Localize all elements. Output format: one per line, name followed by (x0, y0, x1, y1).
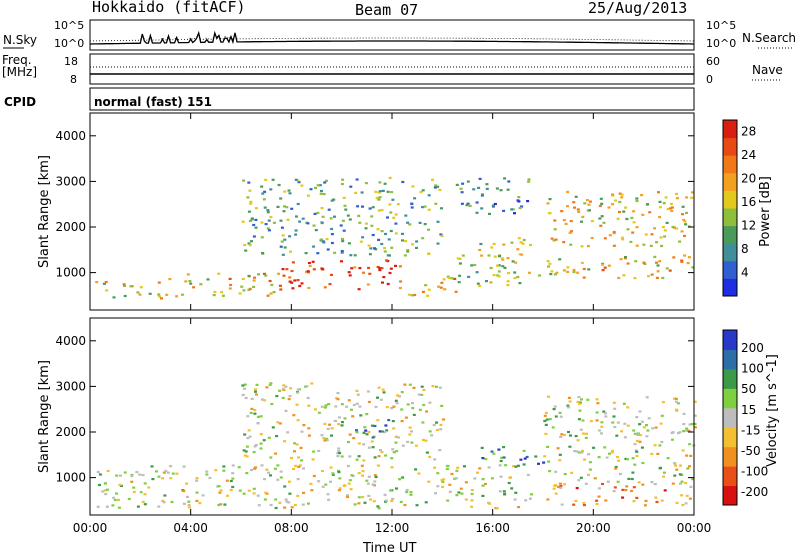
y-tick-label-1-2: 3000 (55, 379, 86, 393)
noise-panel-frame (89, 19, 695, 51)
x-tick-label-5: 20:00 (576, 521, 611, 535)
velocity-colorbar-cell-2 (723, 446, 737, 467)
power-colorbar-tick-0: 4 (741, 266, 749, 280)
y-tick-label-1-3: 4000 (55, 334, 86, 348)
velocity-colorbar-tick-5: -50 (741, 444, 761, 458)
velocity-colorbar-cell-6 (723, 368, 737, 389)
power-colorbar-cell-3 (723, 225, 737, 244)
noise-tick-left-bottom: 10^0 (54, 37, 85, 50)
power-colorbar-cell-8 (723, 137, 737, 156)
y-tick-label-0-1: 2000 (55, 220, 86, 234)
velocity-colorbar-tick-0: 200 (741, 341, 764, 355)
power-colorbar-cell-9 (723, 120, 737, 139)
x-tick-label-6: 00:00 (677, 521, 712, 535)
velocity-panel-frame (89, 317, 695, 516)
noise-tick-right-bottom: 10^0 (706, 37, 737, 50)
freq-tick-top: 18 (64, 55, 78, 68)
velocity-colorbar-tick-1: 100 (741, 362, 764, 376)
freq-tick-bottom: 8 (70, 73, 77, 86)
power-colorbar-cell-0 (723, 278, 737, 297)
nave-label: Nave (752, 63, 783, 77)
x-tick-label-4: 16:00 (475, 521, 510, 535)
freq-unit: [MHz] (2, 65, 38, 79)
y-tick-label-0-2: 3000 (55, 174, 86, 188)
power-colorbar-cell-5 (723, 190, 737, 209)
velocity-colorbar-cell-7 (723, 349, 737, 370)
velocity-colorbar-cell-1 (723, 466, 737, 487)
power-colorbar-frame (722, 119, 738, 297)
velocity-colorbar-tick-7: -200 (741, 485, 768, 499)
nave-tick-top: 60 (706, 55, 720, 68)
y-tick-label-0-0: 1000 (55, 266, 86, 280)
velocity-colorbar-cell-4 (723, 407, 737, 428)
nave-tick-bottom: 0 (706, 73, 713, 86)
beam-title: Beam 07 (355, 1, 419, 19)
date-title: 25/Aug/2013 (588, 0, 688, 17)
velocity-colorbar-tick-2: 50 (741, 382, 756, 396)
y-tick-label-1-1: 2000 (55, 425, 86, 439)
power-colorbar-cell-7 (723, 155, 737, 174)
freq-label: Freq. (2, 53, 32, 67)
velocity-colorbar-frame (722, 329, 738, 506)
velocity-colorbar-cell-0 (723, 485, 737, 506)
power-colorbar-tick-4: 20 (741, 172, 756, 186)
nsky-line (90, 30, 694, 45)
x-tick-label-1: 04:00 (173, 521, 208, 535)
power-colorbar-cell-4 (723, 208, 737, 227)
station-title: Hokkaido (fitACF) (92, 0, 246, 16)
power-colorbar-cell-1 (723, 260, 737, 279)
x-tick-label-2: 08:00 (274, 521, 309, 535)
y-tick-label-1-0: 1000 (55, 471, 86, 485)
cpid-value: normal (fast) 151 (94, 95, 212, 109)
cpid-label: CPID (4, 95, 37, 109)
cpid-panel-frame (89, 87, 695, 111)
power-heatmap-cells (95, 176, 695, 300)
velocity-colorbar-tick-6: -100 (741, 465, 768, 479)
velocity-colorbar-cell-8 (723, 330, 737, 350)
power-colorbar-tick-6: 28 (741, 125, 756, 139)
power-colorbar-tick-1: 8 (741, 242, 749, 256)
power-colorbar-cell-2 (723, 243, 737, 262)
velocity-heatmap-cells (96, 382, 697, 510)
power-colorbar-cell-6 (723, 172, 737, 191)
noise-tick-right-top: 10^5 (706, 19, 737, 32)
power-colorbar-tick-5: 24 (741, 148, 756, 162)
freq-panel-frame (89, 53, 695, 85)
velocity-colorbar-cell-3 (723, 427, 737, 448)
power-colorbar-tick-3: 16 (741, 195, 756, 209)
x-tick-label-0: 00:00 (73, 521, 108, 535)
x-tick-label-3: 12:00 (375, 521, 410, 535)
nsky-label: N.Sky (3, 33, 38, 47)
nsearch-label: N.Search (742, 31, 797, 45)
x-axis-label: Time UT (363, 541, 417, 556)
noise-tick-left-top: 10^5 (54, 19, 85, 32)
velocity-colorbar-cell-5 (723, 388, 737, 409)
nsearch-line (90, 32, 694, 42)
velocity-colorbar-tick-4: -15 (741, 423, 761, 437)
velocity-colorbar-tick-3: 15 (741, 403, 756, 417)
power-colorbar-tick-2: 12 (741, 219, 756, 233)
y-tick-label-0-3: 4000 (55, 129, 86, 143)
